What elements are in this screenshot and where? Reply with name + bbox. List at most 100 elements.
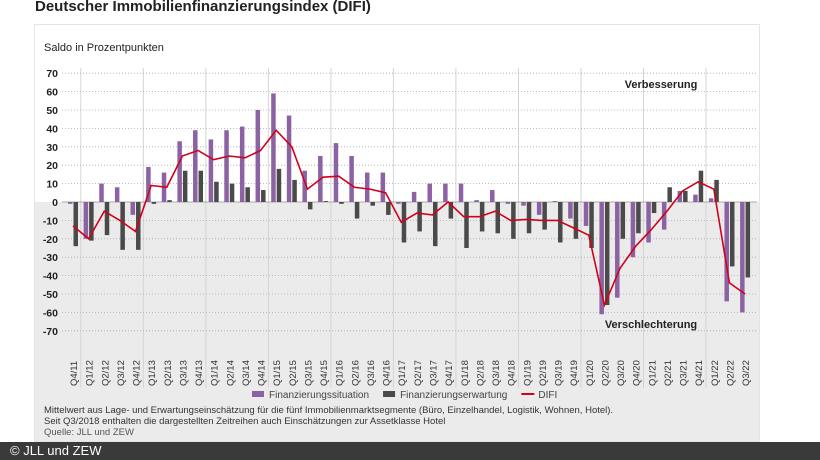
bar-finanzierungssituation <box>177 141 182 202</box>
bar-finanzierungssituation <box>146 167 151 202</box>
x-tick-label: Q4/18 <box>507 360 518 386</box>
bar-finanzierungserwartung <box>370 202 375 206</box>
bar-finanzierungssituation <box>505 202 511 204</box>
copyright: © JLL und ZEW <box>10 443 102 458</box>
bar-finanzierungserwartung <box>292 179 297 202</box>
bar-finanzierungssituation <box>271 93 276 202</box>
x-tick-label: Q4/11 <box>69 361 80 386</box>
bar-finanzierungserwartung <box>495 202 501 234</box>
bar-finanzierungssituation <box>349 156 354 202</box>
bar-finanzierungssituation <box>552 201 558 202</box>
x-tick-label: Q2/22 <box>725 360 736 386</box>
bar-finanzierungssituation <box>364 172 370 202</box>
legend-label: Finanzierungssituation <box>269 390 369 401</box>
bar-finanzierungserwartung <box>620 202 626 239</box>
bar-finanzierungssituation <box>740 202 745 313</box>
y-tick-label: -30 <box>43 252 58 264</box>
x-tick-label: Q4/12 <box>132 360 143 386</box>
x-tick-label: Q2/13 <box>163 360 174 386</box>
bar-finanzierungssituation <box>286 115 292 202</box>
bar-finanzierungssituation <box>708 198 714 202</box>
x-tick-label: Q2/15 <box>288 360 299 386</box>
bar-finanzierungssituation <box>583 202 589 226</box>
y-tick-label: -10 <box>43 215 58 227</box>
bar-finanzierungssituation <box>724 202 729 302</box>
y-tick-label: 40 <box>46 123 58 135</box>
x-tick-label: Q2/16 <box>350 360 361 386</box>
y-tick-label: 60 <box>46 87 58 99</box>
x-tick-label: Q3/15 <box>303 360 314 386</box>
annotation-verschlechterung: Verschlechterung <box>605 319 697 331</box>
bar-finanzierungserwartung <box>198 170 204 202</box>
x-tick-label: Q3/12 <box>116 360 127 386</box>
legend-swatch <box>383 391 396 397</box>
y-tick-label: 20 <box>46 160 58 172</box>
bar-finanzierungserwartung <box>589 202 594 248</box>
x-tick-label: Q3/14 <box>241 360 252 386</box>
bar-finanzierungserwartung <box>479 202 485 232</box>
bar-finanzierungserwartung <box>542 202 547 230</box>
x-tick-label: Q1/13 <box>147 360 158 386</box>
x-tick-label: Q1/19 <box>522 360 533 386</box>
bar-finanzierungserwartung <box>683 190 688 202</box>
bar-finanzierungssituation <box>224 130 229 202</box>
bar-finanzierungssituation <box>646 202 651 243</box>
bar-finanzierungserwartung <box>714 179 719 202</box>
bar-finanzierungserwartung <box>151 202 157 204</box>
y-axis-label: Saldo in Prozentpunkten <box>44 42 164 54</box>
bar-finanzierungserwartung <box>104 202 110 236</box>
x-tick-label: Q3/21 <box>679 360 690 386</box>
bar-finanzierungserwartung <box>432 202 438 247</box>
x-tick-label: Q3/19 <box>554 360 565 386</box>
bar-finanzierungserwartung <box>667 187 672 202</box>
y-tick-label: 10 <box>46 179 58 191</box>
bar-finanzierungserwartung <box>386 202 391 215</box>
x-tick-label: Q2/20 <box>600 360 611 386</box>
bar-finanzierungserwartung <box>245 187 250 202</box>
bar-finanzierungserwartung <box>417 202 422 232</box>
x-tick-label: Q4/19 <box>569 360 580 386</box>
bar-finanzierungssituation <box>615 202 620 298</box>
bar-finanzierungserwartung <box>276 168 282 202</box>
bar-finanzierungssituation <box>568 202 573 219</box>
bar-finanzierungserwartung <box>464 202 469 248</box>
bar-finanzierungserwartung <box>323 201 329 202</box>
source-note: Quelle: JLL und ZEW <box>44 427 134 438</box>
x-tick-label: Q1/12 <box>85 360 96 386</box>
x-tick-label: Q2/21 <box>663 360 674 386</box>
bar-finanzierungssituation <box>630 202 636 258</box>
bar-finanzierungssituation <box>661 202 667 230</box>
bar-finanzierungserwartung <box>573 202 579 239</box>
x-tick-label: Q1/18 <box>460 360 471 386</box>
bar-finanzierungserwartung <box>401 202 407 243</box>
y-tick-label: -70 <box>43 326 58 338</box>
bar-finanzierungssituation <box>693 194 698 202</box>
y-tick-label: -60 <box>43 307 58 319</box>
x-tick-label: Q4/16 <box>382 360 393 386</box>
y-tick-label: 0 <box>52 197 58 209</box>
bar-finanzierungserwartung <box>89 202 94 241</box>
bar-finanzierungssituation <box>396 202 401 204</box>
page-title: Deutscher Immobilienfinanzierungsindex (… <box>35 0 371 15</box>
x-tick-label: Q4/20 <box>632 360 643 386</box>
bar-finanzierungserwartung <box>307 202 313 210</box>
bar-finanzierungserwartung <box>745 202 751 278</box>
x-tick-label: Q1/16 <box>335 360 346 386</box>
bar-finanzierungserwartung <box>73 202 78 247</box>
bar-finanzierungserwartung <box>261 190 266 202</box>
x-tick-label: Q1/17 <box>397 360 408 386</box>
bar-finanzierungssituation <box>208 139 214 202</box>
x-tick-label: Q2/19 <box>538 360 549 386</box>
bar-finanzierungssituation <box>239 126 245 202</box>
bar-finanzierungssituation <box>474 200 479 202</box>
footnote-1: Mittelwert aus Lage- und Erwartungseinsc… <box>44 405 614 416</box>
bar-finanzierungssituation <box>255 110 261 202</box>
bar-finanzierungserwartung <box>651 202 657 214</box>
bar-finanzierungssituation <box>114 187 120 202</box>
bar-finanzierungssituation <box>130 202 136 215</box>
legend-swatch <box>252 391 264 397</box>
x-tick-label: Q3/20 <box>616 360 627 386</box>
x-tick-label: Q3/16 <box>366 360 377 386</box>
bar-finanzierungserwartung <box>448 202 454 219</box>
x-tick-label: Q1/21 <box>647 360 658 386</box>
